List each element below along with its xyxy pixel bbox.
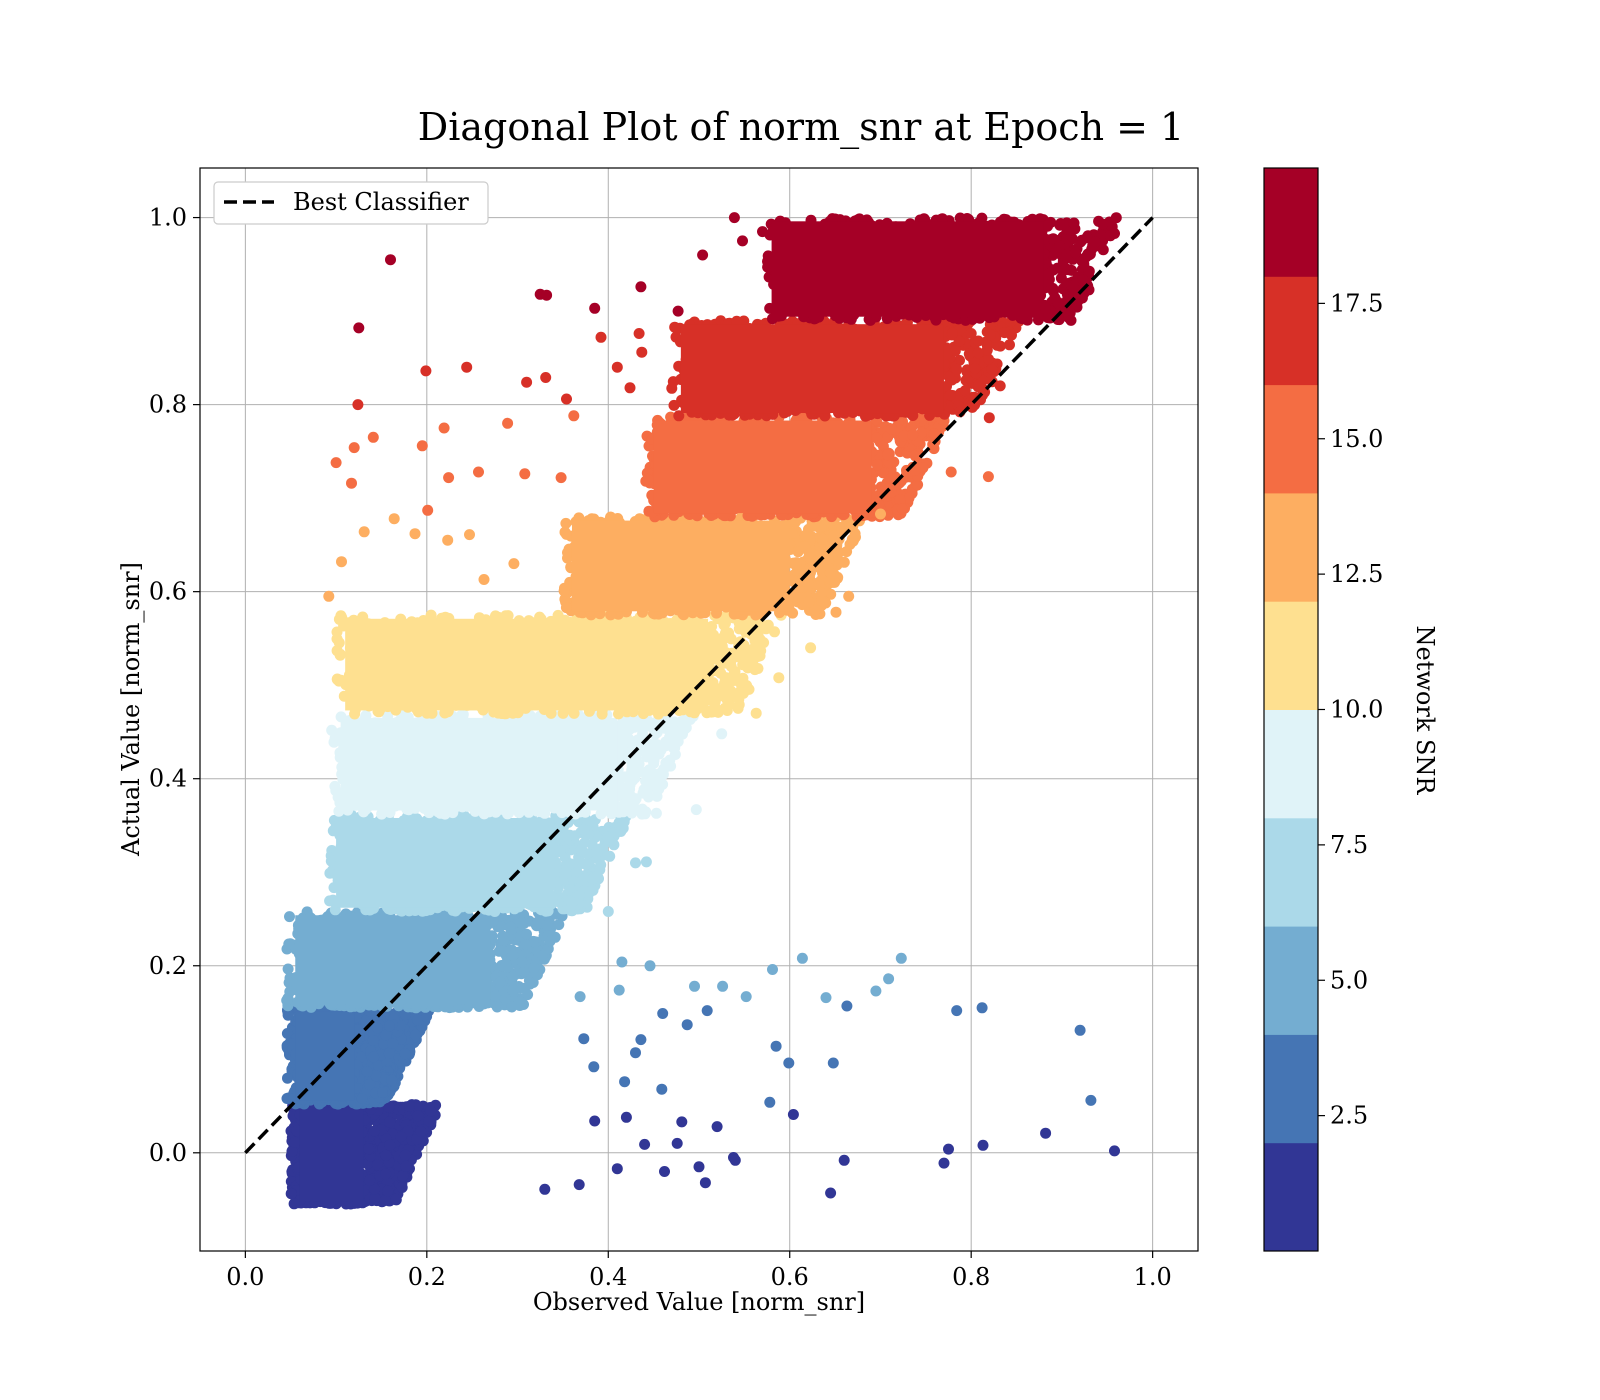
scatter-point bbox=[639, 808, 651, 820]
scatter-point bbox=[380, 1168, 392, 1180]
scatter-point bbox=[371, 1022, 383, 1034]
scatter-point bbox=[410, 1029, 422, 1041]
scatter-point bbox=[677, 728, 688, 740]
scatter-point bbox=[384, 1020, 395, 1032]
scatter-point bbox=[536, 950, 548, 962]
scatter-point bbox=[425, 1105, 437, 1117]
scatter-point bbox=[411, 1101, 423, 1113]
chart-title: Diagonal Plot of norm_snr at Epoch = 1 bbox=[418, 105, 1184, 150]
scatter-point bbox=[415, 1126, 427, 1137]
scatter-point bbox=[369, 1183, 381, 1195]
scatter-point bbox=[561, 861, 573, 873]
band-core bbox=[336, 817, 554, 908]
scatter-point bbox=[528, 962, 540, 974]
scatter-point bbox=[659, 740, 671, 752]
scatter-point bbox=[286, 1146, 298, 1157]
scatter-point bbox=[489, 990, 501, 1002]
scatter-point bbox=[544, 935, 556, 947]
scatter-point bbox=[399, 1048, 411, 1060]
scatter-point bbox=[624, 783, 636, 795]
scatter-point bbox=[655, 767, 667, 778]
scatter-point bbox=[521, 928, 532, 940]
scatter-point bbox=[364, 1174, 376, 1186]
scatter-point bbox=[507, 970, 519, 982]
scatter-point bbox=[281, 1028, 293, 1039]
scatter-point bbox=[383, 1101, 395, 1113]
scatter-point bbox=[397, 1170, 409, 1182]
scatter-point bbox=[615, 825, 627, 837]
band-core bbox=[340, 717, 618, 811]
scatter-point bbox=[367, 1035, 379, 1046]
scatter-point bbox=[369, 1192, 381, 1204]
scatter-point bbox=[504, 921, 516, 933]
scatter-point bbox=[288, 1198, 300, 1210]
scatter-point bbox=[541, 919, 553, 931]
scatter-point bbox=[423, 1115, 435, 1127]
scatter-point bbox=[291, 1125, 303, 1137]
scatter-point bbox=[400, 1160, 412, 1172]
scatter-point bbox=[386, 1074, 398, 1086]
scatter-point bbox=[587, 873, 598, 885]
scatter-point bbox=[384, 1139, 396, 1151]
scatter-point bbox=[384, 1116, 396, 1128]
scatter-point bbox=[368, 1051, 380, 1063]
scatter-point bbox=[507, 984, 519, 996]
scatter-point bbox=[733, 699, 745, 711]
band-snr-4 bbox=[324, 809, 632, 917]
scatter-point bbox=[497, 945, 508, 957]
scatter-point bbox=[361, 1066, 373, 1078]
scatter-point bbox=[383, 1048, 395, 1059]
scatter-point bbox=[289, 1136, 301, 1148]
scatter-point bbox=[595, 843, 607, 855]
scatter-point bbox=[617, 739, 629, 751]
scatter-point bbox=[578, 824, 590, 836]
scatter-point bbox=[377, 1087, 388, 1098]
scatter-point bbox=[282, 1072, 293, 1084]
scatter-point bbox=[584, 886, 595, 898]
scatter-point bbox=[282, 963, 294, 975]
scatter-point bbox=[520, 938, 532, 950]
band-core bbox=[295, 1011, 355, 1101]
scatter-point bbox=[282, 1009, 294, 1021]
scatter-point bbox=[507, 949, 519, 961]
band-snr-2 bbox=[281, 1002, 435, 1110]
scatter-point bbox=[506, 1001, 518, 1013]
scatter-point bbox=[653, 783, 665, 795]
scatter-point bbox=[281, 994, 293, 1006]
scatter-point bbox=[368, 1125, 380, 1137]
scatter-point bbox=[554, 845, 566, 856]
scatter-point bbox=[390, 1193, 402, 1205]
scatter-point bbox=[399, 1149, 411, 1161]
scatter-point bbox=[642, 782, 654, 794]
scatter-point bbox=[284, 911, 295, 923]
scatter-point bbox=[404, 1100, 415, 1112]
scatter-point bbox=[380, 1149, 392, 1161]
scatter-point bbox=[382, 1185, 394, 1197]
scatter-point bbox=[629, 772, 641, 784]
scatter-point bbox=[285, 1188, 297, 1200]
scatter-point bbox=[579, 858, 590, 870]
scatter-point bbox=[379, 1194, 391, 1206]
scatter-point bbox=[387, 1038, 399, 1049]
scatter-point bbox=[516, 956, 528, 968]
scatter-point bbox=[396, 1182, 408, 1193]
scatter-point bbox=[602, 831, 614, 843]
scatter-point bbox=[594, 864, 606, 876]
scatter-point bbox=[395, 1131, 407, 1143]
scatter-point bbox=[363, 1143, 375, 1155]
scatter-point bbox=[371, 1159, 383, 1171]
scatter-point bbox=[645, 769, 657, 781]
band-snr-3 bbox=[281, 906, 568, 1014]
scatter-point bbox=[412, 1110, 424, 1122]
scatter-point-bands bbox=[281, 212, 1122, 1210]
scatter-point bbox=[356, 1093, 368, 1104]
scatter-point bbox=[665, 760, 677, 772]
scatter-point bbox=[498, 934, 510, 946]
band-core bbox=[299, 1107, 364, 1201]
scatter-point bbox=[629, 794, 641, 806]
scatter-point bbox=[494, 976, 506, 988]
scatter-point bbox=[283, 938, 295, 950]
